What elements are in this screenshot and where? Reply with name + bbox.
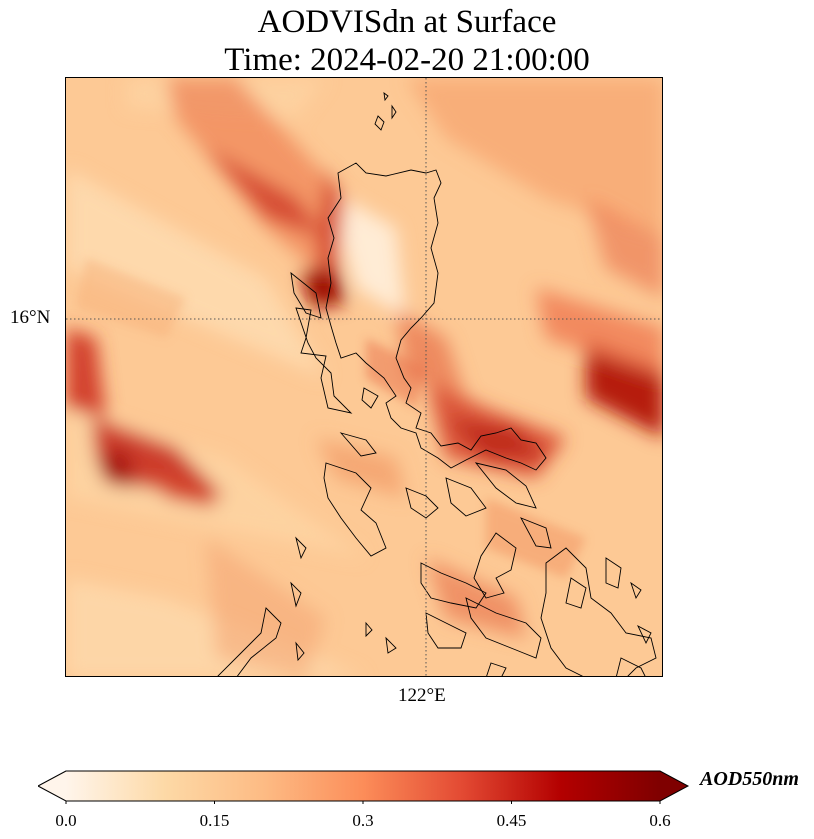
title-line-2: Time: 2024-02-20 21:00:00 [224, 42, 590, 78]
longitude-tick-label: 122°E [398, 685, 446, 706]
colorbar [38, 770, 690, 804]
colorbar-extend-min [38, 771, 66, 801]
colorbar-extend-max [660, 771, 688, 801]
aod-detail [76, 258, 586, 578]
colorbar-gradient [66, 771, 660, 801]
colorbar-tick-label: 0.45 [496, 811, 527, 830]
coastlines [217, 91, 657, 676]
colorbar-tick-label: 0.3 [352, 811, 374, 830]
colorbar-tick-label: 0.0 [55, 811, 77, 830]
colorbar-tick-label: 0.6 [649, 811, 671, 830]
aod-map [66, 78, 662, 676]
colorbar-units-label: AOD550nm [700, 768, 799, 790]
latitude-tick-label: 16°N [10, 307, 51, 328]
map-panel [65, 77, 663, 677]
title-line-1: AODVISdn at Surface [257, 4, 557, 40]
aod-field [66, 78, 662, 676]
colorbar-tick-label: 0.15 [199, 811, 230, 830]
